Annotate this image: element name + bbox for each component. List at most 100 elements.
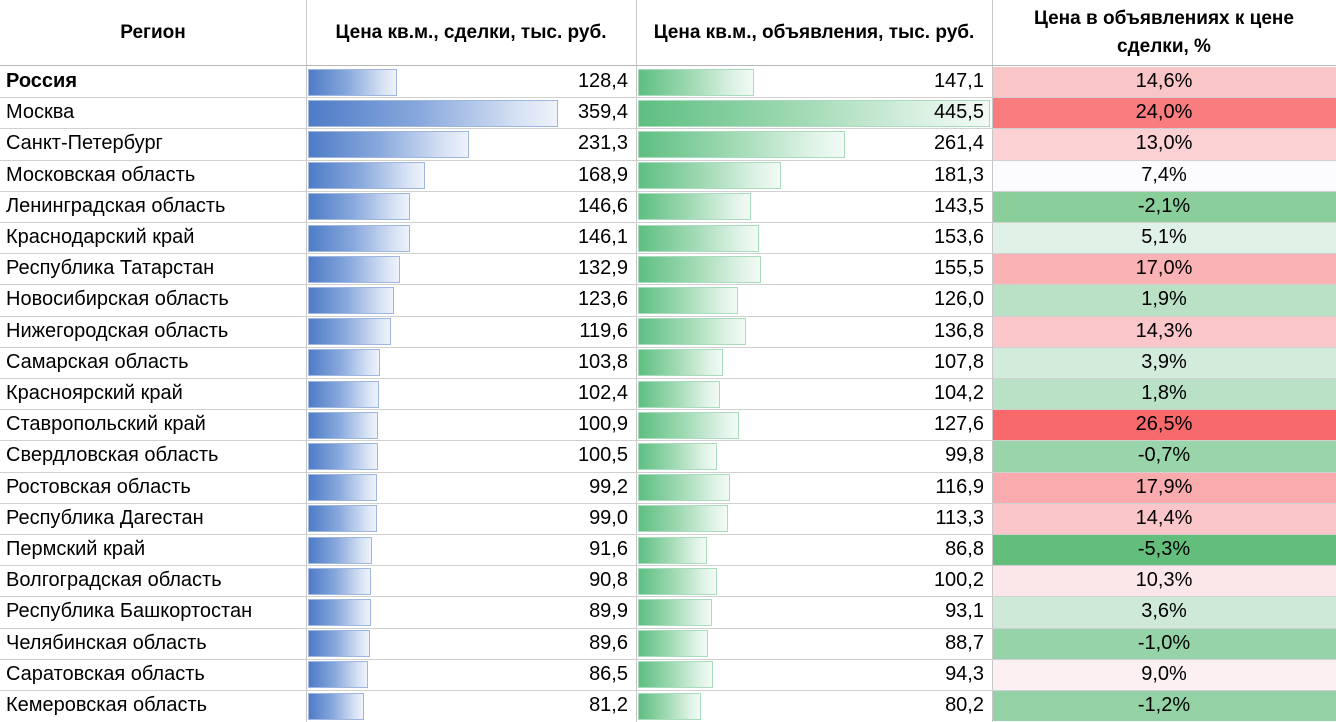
deals-data-bar: [308, 442, 378, 470]
ratio-cell: 9,0%: [1141, 662, 1187, 685]
listings-price-cell: 181,3: [933, 163, 984, 186]
deals-data-bar: [308, 536, 372, 564]
ratio-cell-background: [993, 160, 1336, 191]
row-divider: [0, 222, 1336, 223]
listings-data-bar: [638, 68, 755, 96]
header-listing-to-deal-ratio: Цена в объявлениях к цене сделки, %: [1034, 7, 1294, 57]
ratio-cell-background: [993, 223, 1336, 254]
deals-price-cell: 146,1: [577, 226, 628, 248]
listings-data-bar: [638, 162, 782, 190]
listings-price-cell: 445,5: [933, 101, 984, 124]
region-cell: Россия: [6, 70, 78, 92]
row-divider: [0, 534, 1336, 535]
row-divider: [0, 190, 1336, 192]
row-divider: [0, 378, 1336, 379]
deals-data-bar: [308, 598, 371, 626]
ratio-cell: 17,9%: [1135, 475, 1193, 498]
row-divider: [0, 128, 1336, 130]
listings-data-bar: [638, 536, 707, 564]
deals-data-bar: [308, 474, 377, 502]
ratio-cell-background: [993, 597, 1336, 628]
listings-data-bar: [638, 474, 731, 502]
deals-data-bar: [308, 349, 381, 377]
ratio-cell: 24,0%: [1135, 101, 1193, 124]
listings-data-bar: [638, 442, 717, 470]
ratio-cell-background: [993, 441, 1336, 472]
row-divider: [0, 658, 1336, 660]
deals-data-bar: [308, 130, 469, 158]
listings-data-bar: [638, 380, 721, 408]
ratio-cell-background: [993, 472, 1336, 503]
deals-data-bar: [308, 380, 380, 408]
ratio-cell-background: [993, 628, 1336, 659]
ratio-cell-background: [993, 254, 1336, 285]
listings-price-cell: 113,3: [935, 506, 984, 529]
region-cell: Свердловская область: [6, 444, 219, 467]
ratio-cell-background: [993, 379, 1336, 410]
listings-price-cell: 107,8: [933, 350, 984, 373]
deals-price-cell: 81,2: [589, 694, 628, 716]
listings-price-cell: 136,8: [933, 319, 984, 342]
deals-data-bar: [308, 224, 410, 252]
listings-data-bar: [638, 130, 845, 158]
listings-data-bar: [638, 505, 728, 533]
row-divider: [0, 502, 1336, 504]
ratio-cell-background: [993, 535, 1336, 566]
ratio-cell-background: [993, 659, 1336, 690]
deals-price-cell: 132,9: [577, 257, 628, 280]
listings-price-cell: 104,2: [933, 382, 984, 404]
deals-data-bar: [308, 630, 371, 658]
region-cell: Республика Башкортостан: [6, 600, 253, 623]
listings-data-bar: [638, 224, 760, 252]
region-cell: Волгоградская область: [6, 569, 222, 592]
deals-price-cell: 103,8: [577, 350, 628, 373]
ratio-cell: 17,0%: [1135, 257, 1193, 280]
deals-price-cell: 99,2: [589, 475, 628, 498]
listings-price-cell: 143,5: [933, 194, 984, 217]
ratio-cell: -0,7%: [1137, 444, 1191, 467]
deals-data-bar: [308, 567, 372, 595]
ratio-cell: -1,0%: [1137, 631, 1191, 654]
ratio-cell: 14,6%: [1135, 70, 1193, 92]
ratio-cell-background: [993, 347, 1336, 378]
deals-price-cell: 146,6: [577, 194, 628, 217]
region-cell: Кемеровская область: [6, 694, 208, 716]
deals-price-cell: 100,9: [577, 413, 628, 436]
region-cell: Саратовская область: [6, 662, 205, 685]
listings-price-cell: 147,1: [933, 70, 984, 92]
deals-price-cell: 90,8: [589, 569, 628, 592]
region-cell: Красноярский край: [6, 382, 183, 404]
row-divider: [0, 627, 1336, 629]
deals-data-bar: [308, 692, 365, 720]
region-cell: Новосибирская область: [6, 288, 229, 311]
listings-price-cell: 153,6: [933, 226, 984, 248]
deals-price-cell: 359,4: [577, 101, 628, 124]
listings-price-cell: 127,6: [933, 413, 984, 436]
header-listings-price: Цена кв.м., объявления, тыс. руб.: [653, 21, 975, 43]
ratio-cell: 14,4%: [1135, 506, 1193, 529]
row-divider: [0, 159, 1336, 161]
listings-price-cell: 93,1: [945, 600, 984, 623]
region-cell: Нижегородская область: [6, 319, 229, 342]
row-divider: [0, 253, 1336, 255]
ratio-cell-background: [993, 129, 1336, 160]
listings-price-cell: 155,5: [933, 257, 984, 280]
deals-data-bar: [308, 505, 377, 533]
listings-data-bar: [638, 598, 712, 626]
ratio-cell: 10,3%: [1135, 569, 1193, 592]
deals-price-cell: 119,6: [579, 319, 628, 342]
region-cell: Республика Татарстан: [6, 257, 215, 280]
column-divider: [306, 0, 307, 722]
ratio-cell: 14,3%: [1135, 319, 1193, 342]
ratio-cell-background: [993, 410, 1336, 441]
listings-price-cell: 80,2: [945, 694, 984, 716]
deals-price-cell: 231,3: [577, 132, 628, 155]
deals-price-cell: 89,6: [589, 631, 628, 654]
listings-price-cell: 126,0: [933, 288, 984, 311]
ratio-cell-background: [993, 566, 1336, 597]
listings-data-bar: [638, 630, 709, 658]
listings-data-bar: [638, 692, 702, 720]
ratio-cell-background: [993, 316, 1336, 347]
region-cell: Московская область: [6, 163, 196, 186]
listings-data-bar: [638, 411, 739, 439]
